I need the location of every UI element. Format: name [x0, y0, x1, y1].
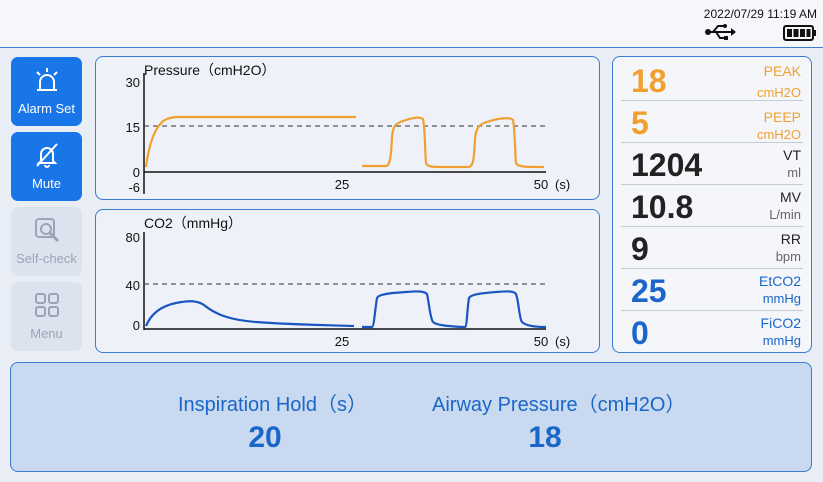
parameter-panel: 18 PEAK cmH2O 5 PEEP cmH2O 1204 VT ml 10…: [612, 56, 812, 353]
battery-full-icon: [783, 25, 816, 41]
co2-title: CO2（mmHg）: [144, 215, 242, 231]
pressure-title: Pressure（cmH2O）: [144, 62, 275, 78]
param-vt-name: VT: [783, 147, 801, 163]
menu-label: Menu: [30, 326, 63, 341]
status-bar: 2022/07/29 11:19 AM: [0, 0, 823, 48]
pressure-y-tick-neg6: -6: [128, 180, 140, 195]
bell-off-icon: [35, 143, 58, 168]
param-etco2-name: EtCO2: [758, 273, 801, 289]
param-vt[interactable]: 1204 VT ml: [621, 143, 803, 185]
co2-trace: [144, 290, 547, 329]
pressure-waveform-panel: Pressure（cmH2O） 30 15 0 -6 25 50 (s): [95, 56, 600, 200]
mute-label: Mute: [32, 176, 61, 191]
alarm-light-icon: [35, 68, 58, 91]
param-fico2[interactable]: 0 FiCO2 mmHg: [621, 311, 803, 353]
param-vt-value: 1204: [631, 147, 703, 183]
co2-y-tick-80: 80: [126, 230, 140, 245]
param-rr-name: RR: [780, 231, 801, 247]
pressure-y-tick-30: 30: [126, 75, 140, 90]
co2-y-tick-0: 0: [133, 318, 140, 333]
pressure-waveform: Pressure（cmH2O） 30 15 0 -6 25 50 (s): [126, 62, 571, 195]
datetime: 2022/07/29 11:19 AM: [703, 7, 817, 21]
pressure-x-tick-25: 25: [335, 177, 349, 192]
param-vt-unit: ml: [787, 165, 801, 180]
pressure-x-unit: (s): [555, 177, 570, 192]
param-mv[interactable]: 10.8 MV L/min: [621, 185, 803, 227]
alarm-set-label: Alarm Set: [17, 101, 76, 116]
pressure-x-tick-50: 50: [534, 177, 548, 192]
self-check-label: Self-check: [16, 251, 77, 266]
alarm-set-button[interactable]: Alarm Set: [11, 57, 82, 126]
co2-x-tick-25: 25: [335, 334, 349, 349]
param-peep-unit: cmH2O: [756, 127, 801, 142]
co2-x-tick-50: 50: [534, 334, 548, 349]
menu-button[interactable]: Menu: [11, 282, 82, 351]
param-mv-unit: L/min: [769, 207, 801, 222]
param-rr-value: 9: [631, 231, 649, 267]
pressure-y-tick-0: 0: [133, 165, 140, 180]
usb-icon: [705, 24, 736, 40]
co2-x-unit: (s): [555, 334, 570, 349]
mute-button[interactable]: Mute: [11, 132, 82, 201]
param-mv-name: MV: [780, 189, 801, 205]
param-peep-name: PEEP: [763, 109, 801, 125]
inspiration-hold-panel: Inspiration Hold（s） 20 Airway Pressure（c…: [10, 362, 812, 472]
param-peak-value: 18: [631, 63, 667, 99]
airway-pressure-label: Airway Pressure（cmH2O）: [432, 394, 686, 416]
param-fico2-value: 0: [631, 315, 649, 351]
co2-waveform: CO2（mmHg） 80 40 0 25 50 (s): [126, 215, 571, 349]
param-peak-unit: cmH2O: [756, 85, 801, 100]
param-rr-unit: bpm: [775, 249, 801, 264]
param-peep[interactable]: 5 PEEP cmH2O: [621, 101, 803, 143]
param-peep-value: 5: [631, 105, 649, 141]
self-check-button[interactable]: Self-check: [11, 207, 82, 276]
self-check-icon: [34, 218, 59, 243]
param-rr[interactable]: 9 RR bpm: [621, 227, 803, 269]
co2-y-tick-40: 40: [126, 278, 140, 293]
inspiration-hold-value: 20: [248, 421, 282, 454]
param-etco2-value: 25: [631, 273, 667, 309]
pressure-y-tick-15: 15: [126, 120, 140, 135]
param-fico2-name: FiCO2: [760, 315, 801, 331]
grid-icon: [34, 293, 59, 317]
pressure-trace: [144, 115, 545, 169]
param-etco2[interactable]: 25 EtCO2 mmHg: [621, 269, 803, 311]
param-etco2-unit: mmHg: [762, 291, 801, 306]
co2-waveform-panel: CO2（mmHg） 80 40 0 25 50 (s): [95, 209, 600, 353]
airway-pressure-value: 18: [528, 421, 562, 454]
param-fico2-unit: mmHg: [762, 333, 801, 348]
param-mv-value: 10.8: [631, 189, 694, 225]
param-peak[interactable]: 18 PEAK cmH2O: [621, 59, 803, 101]
param-peak-name: PEAK: [763, 63, 801, 79]
inspiration-hold-label: Inspiration Hold（s）: [178, 394, 367, 416]
